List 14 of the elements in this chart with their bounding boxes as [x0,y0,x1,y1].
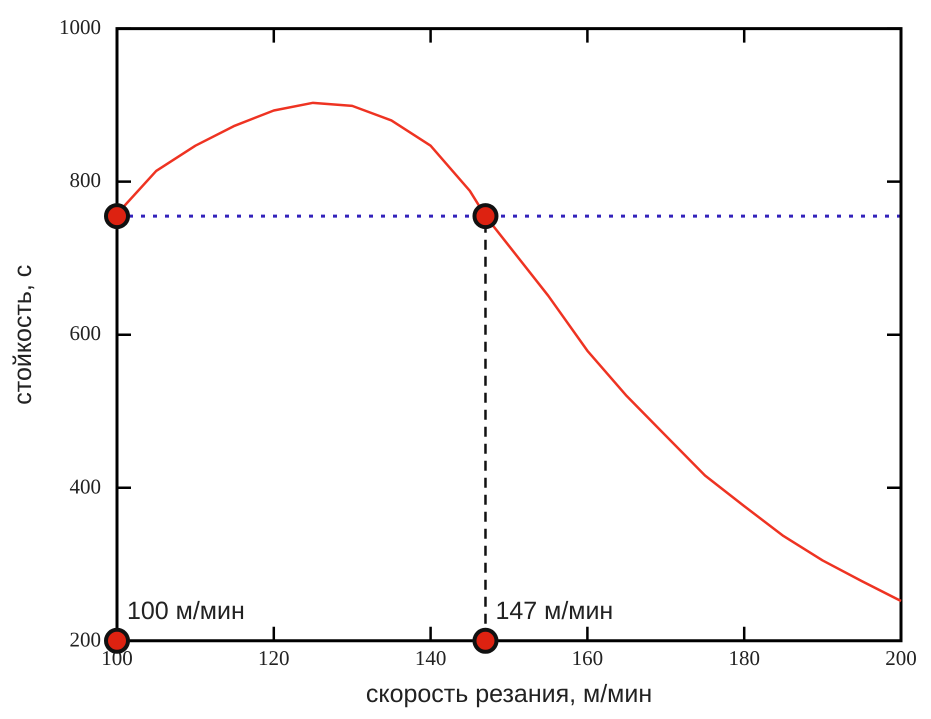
y-tick-label: 400 [70,474,101,498]
x-tick-label: 120 [258,646,290,670]
x-tick-label: 140 [414,646,446,670]
annotation: 147 м/мин [495,596,614,625]
x-tick-label: 180 [728,646,760,670]
y-axis-title: стойкость, с [8,264,37,405]
y-tick-label: 1000 [59,15,101,40]
y-tick-label: 600 [70,321,101,346]
y-tick-label: 200 [70,627,101,652]
y-tick-label: 800 [70,168,101,192]
x-tick-label: 160 [572,646,604,670]
x-tick-label: 200 [885,646,917,670]
x-axis-title: скорость резания, м/мин [366,680,652,708]
annotation: 100 м/мин [127,596,245,625]
